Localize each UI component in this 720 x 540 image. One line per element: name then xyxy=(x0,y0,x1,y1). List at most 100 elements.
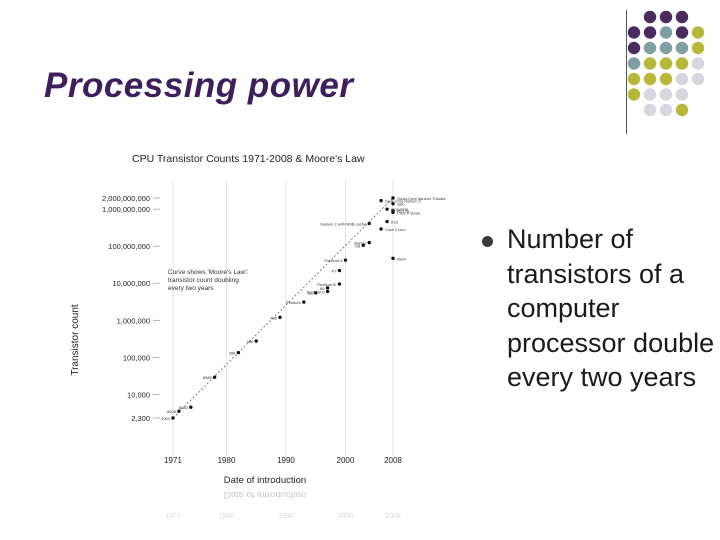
point-label: Quad-Core Itanium Tukwila xyxy=(397,196,446,201)
slide-title: Processing power xyxy=(44,66,354,105)
decorative-dot xyxy=(643,41,657,55)
point-label: 8008 xyxy=(167,409,177,414)
point-label: 386 xyxy=(247,339,254,344)
chart-title: CPU Transistor Counts 1971-2008 & Moore'… xyxy=(132,153,365,165)
data-point xyxy=(337,282,342,286)
decorative-dot xyxy=(659,88,673,101)
data-point xyxy=(385,219,389,224)
point-label: Pentium II xyxy=(307,289,325,294)
data-point xyxy=(325,286,330,290)
point-label: K5 xyxy=(308,291,314,296)
decorative-dot xyxy=(627,72,641,86)
point-label: Dual-Core Itanium 2 xyxy=(385,199,422,204)
point-label: 8088 xyxy=(203,375,213,380)
point-label: Core 2 Duo xyxy=(385,227,406,232)
x-tick-reflection: 2008 xyxy=(385,513,401,520)
moores-law-curve xyxy=(172,197,394,419)
x-tick-reflection: 1980 xyxy=(219,513,235,520)
decorative-dot xyxy=(643,57,657,70)
data-point xyxy=(337,268,342,273)
point-label: 4004 xyxy=(161,416,171,421)
data-point xyxy=(236,350,241,355)
x-tick-label: 2000 xyxy=(337,456,355,465)
data-point xyxy=(391,209,395,213)
y-tick-label: 100,000,000 xyxy=(108,242,150,251)
decorative-dot xyxy=(643,10,657,24)
x-axis-label-reflection: Date of introduction xyxy=(224,489,306,500)
x-axis-label: Date of introduction xyxy=(224,475,306,486)
data-point xyxy=(391,256,395,261)
y-tick-label: 10,000,000 xyxy=(112,279,150,288)
x-tick-label: 2008 xyxy=(384,456,402,465)
data-point xyxy=(325,289,330,294)
data-point xyxy=(367,240,371,245)
point-label: Atom xyxy=(397,256,407,261)
point-label: Pentium 4 xyxy=(324,258,343,263)
data-point xyxy=(343,258,348,262)
point-label: Pentium III xyxy=(317,282,336,287)
decorative-dot xyxy=(675,41,689,55)
decorative-dot xyxy=(691,41,705,55)
decorative-dot xyxy=(675,26,689,39)
data-point xyxy=(385,207,389,211)
data-point xyxy=(302,300,306,304)
x-tick-reflection: 2000 xyxy=(338,513,354,520)
y-tick-label: 2,300 xyxy=(131,414,150,423)
data-point xyxy=(367,221,371,226)
decorative-dot xyxy=(691,72,705,86)
data-point xyxy=(314,291,318,295)
point-label: Barton xyxy=(354,241,366,246)
point-label: K6 xyxy=(320,286,326,291)
data-point xyxy=(278,315,282,320)
decorative-dot xyxy=(675,88,689,101)
divider-line xyxy=(626,10,627,134)
bullet-marker xyxy=(482,236,493,247)
decorative-dot xyxy=(675,72,689,86)
decorative-dot xyxy=(627,57,641,70)
decorative-dot xyxy=(675,10,689,24)
point-label: G80 xyxy=(397,202,405,207)
data-point xyxy=(391,196,395,200)
decorative-dot xyxy=(659,41,673,55)
decorative-dot xyxy=(659,57,673,70)
x-tick-reflection: 1971 xyxy=(165,513,181,520)
decorative-dot xyxy=(643,103,657,117)
decorative-dots xyxy=(627,10,705,117)
y-tick-label: 2,000,000,000 xyxy=(102,194,150,203)
data-point xyxy=(391,202,395,206)
x-tick-reflection: 1990 xyxy=(278,513,294,520)
data-point xyxy=(379,198,383,203)
point-label: K10 xyxy=(391,220,399,225)
point-label: K8 xyxy=(355,243,361,248)
point-label: Core 2 Quad xyxy=(397,210,420,215)
decorative-dot xyxy=(627,26,641,39)
x-tick-label: 1980 xyxy=(218,456,236,465)
data-point xyxy=(189,405,193,409)
y-tick-label: 1,000,000,000 xyxy=(102,205,150,214)
decorative-dot xyxy=(643,88,657,101)
moores-law-chart: CPU Transistor Counts 1971-2008 & Moore'… xyxy=(70,153,446,520)
point-label: Pentium xyxy=(286,300,301,305)
decorative-dot xyxy=(659,72,673,86)
decorative-dot xyxy=(659,26,673,39)
decorative-dot xyxy=(659,10,673,24)
point-label: 486 xyxy=(270,315,277,320)
x-tick-label: 1990 xyxy=(277,456,295,465)
point-label: K7 xyxy=(332,269,338,274)
data-point xyxy=(361,243,365,247)
decorative-dot xyxy=(643,72,657,86)
decorative-dot xyxy=(627,41,641,55)
data-point xyxy=(212,375,217,379)
point-label: RV770 xyxy=(397,209,410,214)
decorative-dot xyxy=(643,26,657,39)
decorative-dot xyxy=(691,57,705,70)
moore-annotation: Curve shows 'Moore's Law': transistor co… xyxy=(168,269,250,292)
point-label: POWER6 xyxy=(391,207,409,212)
data-point xyxy=(177,409,181,413)
decorative-dot xyxy=(627,88,641,101)
y-axis-label: Transistor count xyxy=(70,304,81,376)
decorative-dot xyxy=(675,57,689,70)
bullet-text: Number of transistors of a computer proc… xyxy=(507,224,715,393)
y-tick-label: 1,000,000 xyxy=(117,316,150,325)
decorative-dot xyxy=(691,26,705,39)
